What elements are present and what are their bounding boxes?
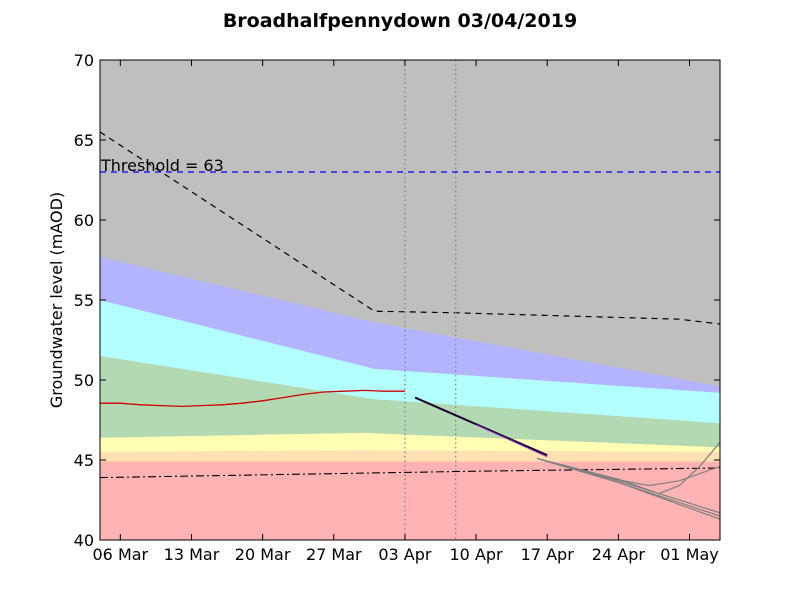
y-tick-label-3: 55 (74, 291, 94, 310)
x-tick-label-5: 10 Apr (450, 545, 504, 564)
y-tick-label-5: 65 (74, 131, 94, 150)
y-axis-label: Groundwater level (mAOD) (47, 192, 66, 408)
range-band-1 (100, 450, 720, 462)
x-tick-label-3: 27 Mar (306, 545, 362, 564)
range-band-4 (100, 300, 720, 424)
y-tick-label-0: 40 (74, 531, 94, 550)
forecast-overlay-line (475, 424, 548, 458)
y-tick-label-2: 50 (74, 371, 94, 390)
x-tick-label-0: 06 Mar (93, 545, 149, 564)
scenario-line-3 (536, 457, 720, 487)
range-band-3 (100, 356, 720, 448)
x-tick-label-4: 03 Apr (378, 545, 432, 564)
range-band-5 (100, 256, 720, 393)
observed-line (100, 389, 405, 408)
x-tick-label-1: 13 Mar (164, 545, 220, 564)
x-tick-label-6: 17 Apr (521, 545, 575, 564)
range-band-2 (100, 432, 720, 452)
threshold-label: Threshold = 63 (100, 156, 224, 175)
y-tick-label-1: 45 (74, 451, 94, 470)
range-band-0 (100, 461, 720, 540)
x-tick-label-2: 20 Mar (235, 545, 291, 564)
scenario-line-4 (536, 442, 720, 495)
plot-area: Threshold = 63 (100, 60, 720, 540)
y-tick-label-6: 70 (74, 51, 94, 70)
chart-title: Broadhalfpennydown 03/04/2019 (223, 10, 577, 32)
x-tick-label-7: 24 Apr (592, 545, 646, 564)
axes: 40 45 50 55 60 65 70 06 Mar 13 Mar 20 Mar 27 Mar 03… (74, 51, 721, 564)
y-tick-label-4: 60 (74, 211, 94, 230)
x-tick-label-8: 01 May (660, 545, 719, 564)
forecast-line (414, 396, 548, 457)
